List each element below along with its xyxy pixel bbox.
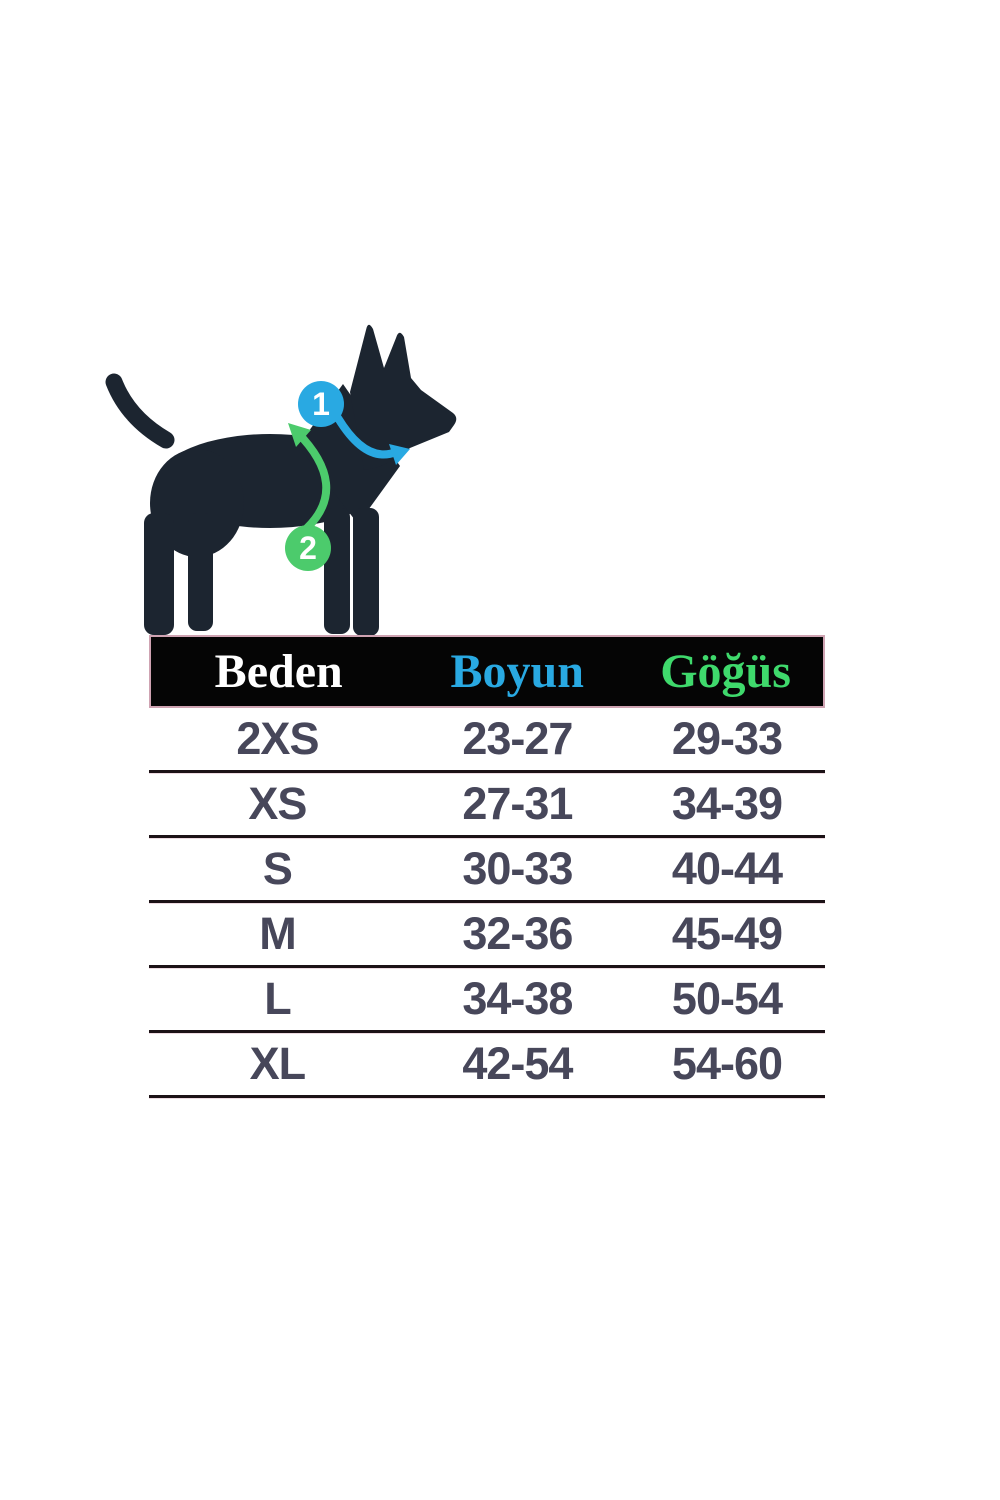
cell-chest: 54-60 [671,1038,783,1089]
neck-measure-number: 1 [312,386,330,422]
table-row: S 30-33 40-44 [149,838,825,903]
cell-neck: 32-36 [462,908,573,959]
table-row: XL 42-54 54-60 [149,1033,825,1098]
dog-silhouette-icon [144,324,457,636]
table-row: M 32-36 45-49 [149,903,825,968]
measurement-diagram: 1 2 [105,324,457,636]
cell-neck: 23-27 [462,713,573,764]
table-row: XS 27-31 34-39 [149,773,825,838]
cell-chest: 40-44 [671,843,783,894]
dog-tail [105,373,175,449]
cell-neck: 30-33 [462,843,573,894]
chest-arrowhead-icon [288,423,311,447]
cell-chest: 34-39 [671,778,783,829]
chest-measure-number: 2 [299,530,317,566]
chest-arrow [293,428,331,532]
cell-size: M [259,908,296,959]
cell-size: XL [249,1038,307,1089]
table-row: L 34-38 50-54 [149,968,825,1033]
table-header-row: Beden Boyun Göğüs [149,635,825,708]
cell-size: L [264,973,291,1024]
cell-neck: 42-54 [462,1038,573,1089]
cell-chest: 50-54 [671,973,783,1024]
chest-measure-badge [285,525,331,571]
cell-size: 2XS [236,713,319,764]
header-cell-chest: Göğüs [660,645,791,698]
cell-chest: 29-33 [671,713,783,764]
cell-size: XS [248,778,307,829]
neck-arrowhead-icon [389,444,410,465]
neck-arrow [334,414,400,459]
cell-neck: 27-31 [462,778,573,829]
cell-chest: 45-49 [671,908,783,959]
header-cell-size: Beden [214,645,343,698]
size-table: Beden Boyun Göğüs 2XS 23-27 29-33 XS 27-… [149,635,825,1098]
table-row: 2XS 23-27 29-33 [149,708,825,773]
cell-size: S [262,843,293,894]
header-cell-neck: Boyun [450,645,584,698]
cell-neck: 34-38 [462,973,573,1024]
neck-measure-badge [298,381,344,427]
